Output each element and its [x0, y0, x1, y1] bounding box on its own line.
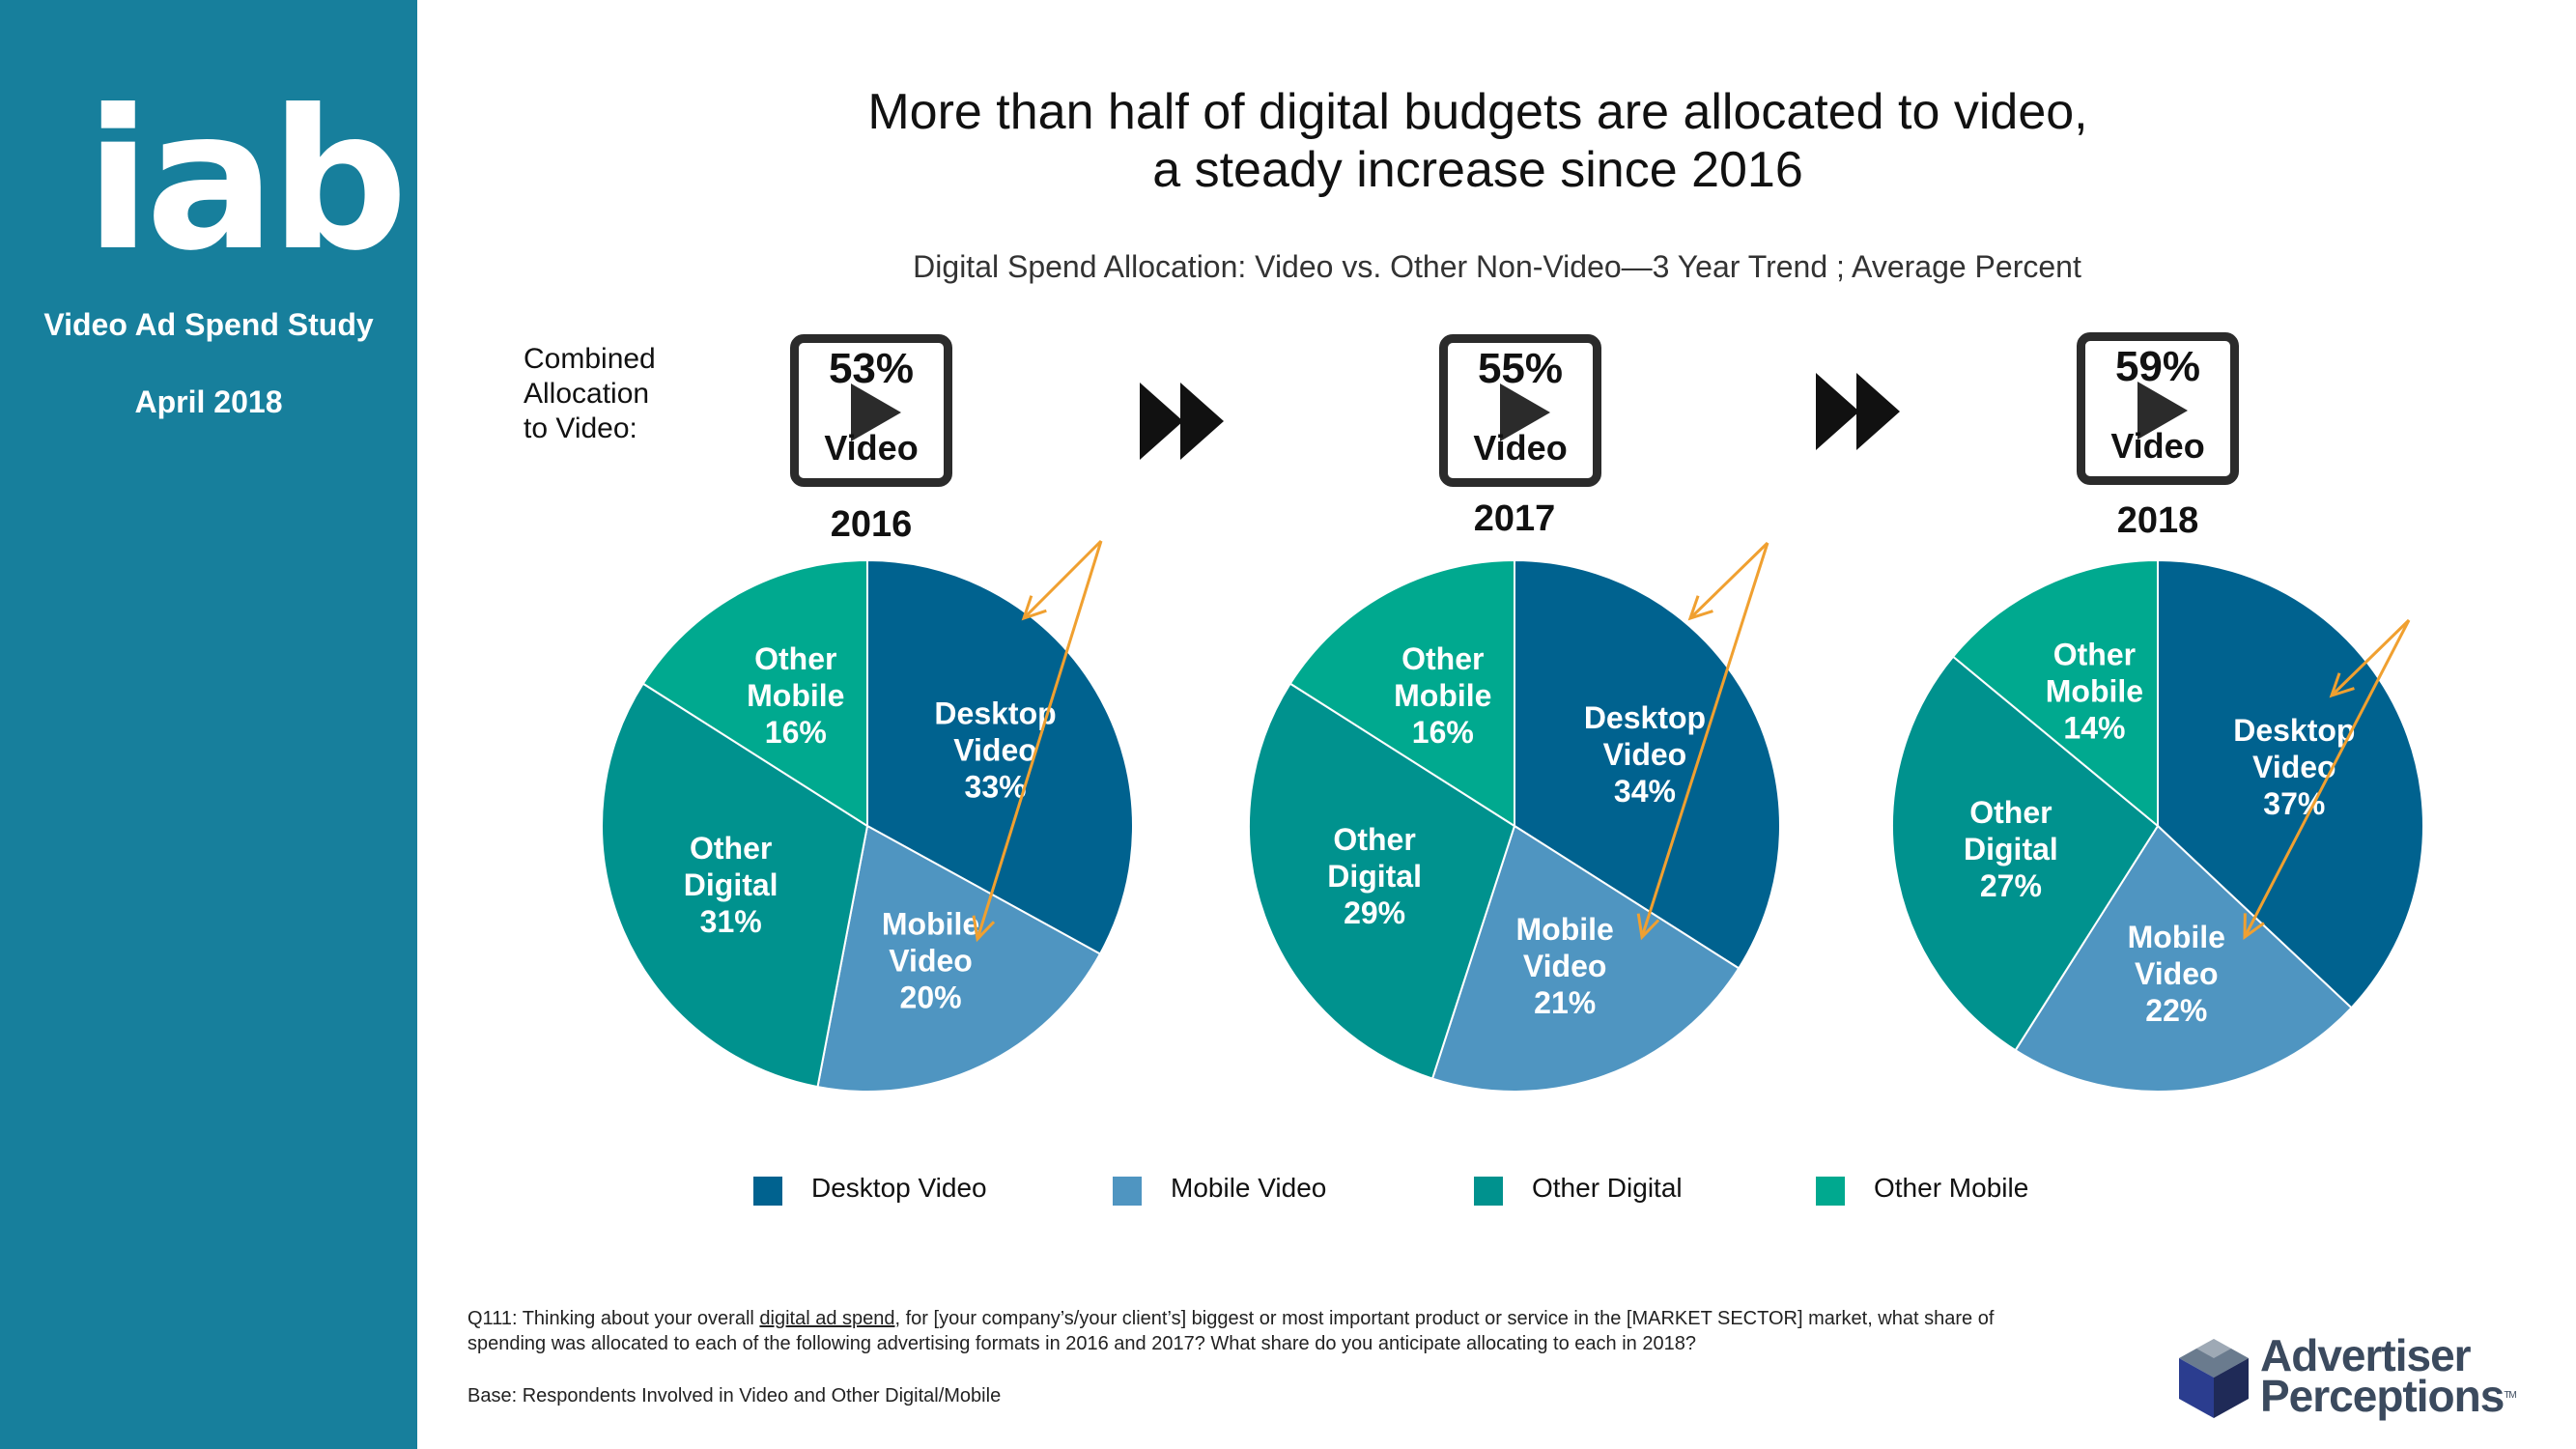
slice-label: Other Mobile 16% [1394, 641, 1491, 750]
video-box-2017: 55% Video [1439, 334, 1601, 487]
logo-line-2: PerceptionsTM [2260, 1374, 2517, 1418]
slice-label: Other Digital 27% [1964, 795, 2058, 903]
logo-wordmark: Advertiser PerceptionsTM [2260, 1330, 2517, 1418]
pie-slice-desktop-video [1514, 558, 1781, 970]
arrow-line [1022, 539, 1103, 620]
logo-line-2-text: Perceptions [2260, 1371, 2505, 1421]
pie-slice-other-mobile [641, 558, 868, 828]
play-icon [2137, 382, 2188, 440]
fast-forward-icon [1140, 383, 1227, 460]
legend-label: Mobile Video [1171, 1173, 1327, 1203]
legend: Desktop Video Mobile Video Other Digital… [753, 1169, 2106, 1208]
combined-label-line-3: to Video: [524, 412, 637, 444]
pie-slice-other-mobile [1288, 558, 1515, 828]
footnote-underlined: digital ad spend [759, 1308, 895, 1329]
arrow-head [2243, 913, 2265, 940]
footnote-suffix: , for [your company’s/your client’s] big… [467, 1308, 1995, 1354]
video-label: Video [2110, 426, 2205, 466]
arrow-head [972, 915, 996, 943]
pie-slice-mobile-video [816, 824, 1102, 1093]
legend-swatch [753, 1177, 782, 1206]
combined-label-line-1: Combined [524, 343, 656, 375]
iab-logo: iab. [85, 69, 476, 294]
play-icon [851, 384, 901, 441]
year-label-2017: 2017 [1473, 498, 1556, 539]
slice-label: Desktop Video 33% [934, 696, 1056, 805]
footnote-prefix: Q111: Thinking about your overall [467, 1308, 760, 1329]
pie-chart-2018: Desktop Video 37% Mobile Video 22% Other Digita… [1891, 558, 2424, 1093]
arrow-head [1687, 595, 1713, 621]
arrow-line [2330, 618, 2411, 697]
arrow-line [976, 540, 1103, 940]
arrow-line [2243, 619, 2411, 938]
cube-icon [2179, 1339, 2249, 1418]
play-icon [1500, 384, 1550, 441]
video-share-2018: 59% [2114, 343, 2201, 390]
slice-label: Desktop Video 37% [2233, 713, 2355, 821]
combined-allocation-label: Combined Allocation to Video: [524, 342, 717, 446]
base-note: Base: Respondents Involved in Video and … [467, 1385, 1002, 1406]
slice-label: Other Mobile 16% [747, 641, 844, 750]
question-footnote: Q111: Thinking about your overall digita… [467, 1306, 2032, 1356]
pie-slice-desktop-video [866, 558, 1134, 955]
pie-slice-other-digital [1248, 682, 1516, 1080]
arrow-head [2329, 672, 2355, 698]
legend-swatch [1113, 1177, 1142, 1206]
legend-swatch [1816, 1177, 1845, 1206]
video-box-2018: 59% Video [2077, 332, 2239, 485]
slice-label: Other Digital 29% [1327, 822, 1422, 930]
slice-label: Other Digital 31% [684, 831, 778, 939]
video-box-2016: 53% Video [790, 334, 952, 487]
study-title: Video Ad Spend Study [43, 307, 374, 342]
arrow-head [1021, 595, 1047, 621]
video-share-2016: 53% [828, 345, 915, 392]
arrow-line [1640, 542, 1769, 938]
logo-line-1: Advertiser [2260, 1330, 2472, 1380]
arrow-line [1688, 541, 1769, 620]
slice-label: Desktop Video 34% [1584, 700, 1706, 809]
advertiser-perceptions-logo: Advertiser PerceptionsTM [2175, 1330, 2542, 1422]
page-title: More than half of digital budgets are al… [676, 83, 2279, 199]
slice-label: Other Mobile 14% [2046, 638, 2143, 746]
trademark: TM [2504, 1390, 2516, 1401]
pie-slice-other-digital [1891, 655, 2160, 1052]
pie-slice-mobile-video [2014, 824, 2353, 1093]
pie-chart-2016: Desktop Video 33% Mobile Video 20% Other Digita… [601, 539, 1134, 1093]
video-label: Video [1473, 428, 1568, 468]
video-label: Video [824, 428, 919, 468]
slice-label: Mobile Video 20% [882, 906, 979, 1014]
sidebar: iab. Video Ad Spend Study April 2018 [0, 0, 476, 1449]
legend-label: Other Mobile [1874, 1173, 2029, 1203]
combined-label-line-2: Allocation [524, 378, 650, 410]
video-share-2017: 55% [1477, 345, 1564, 392]
legend-swatch [1474, 1177, 1503, 1206]
headline-line-1: More than half of digital budgets are al… [867, 84, 2088, 140]
study-date: April 2018 [134, 384, 283, 419]
headline-line-2: a steady increase since 2016 [1152, 142, 1803, 198]
pie-chart-2017: Desktop Video 34% Mobile Video 21% Other Digita… [1248, 541, 1781, 1093]
chart-subtitle: Digital Spend Allocation: Video vs. Othe… [913, 249, 2081, 284]
arrow-head [1636, 913, 1660, 941]
legend-label: Other Digital [1532, 1173, 1683, 1203]
slice-label: Mobile Video 21% [1516, 912, 1614, 1020]
pie-slice-mobile-video [1430, 824, 1741, 1093]
year-label-2018: 2018 [2116, 500, 2199, 541]
year-label-2016: 2016 [830, 504, 913, 545]
slice-label: Mobile Video 22% [2128, 920, 2225, 1028]
pie-slice-other-mobile [1951, 558, 2159, 829]
fast-forward-icon [1816, 373, 1903, 450]
legend-label: Desktop Video [811, 1173, 987, 1203]
